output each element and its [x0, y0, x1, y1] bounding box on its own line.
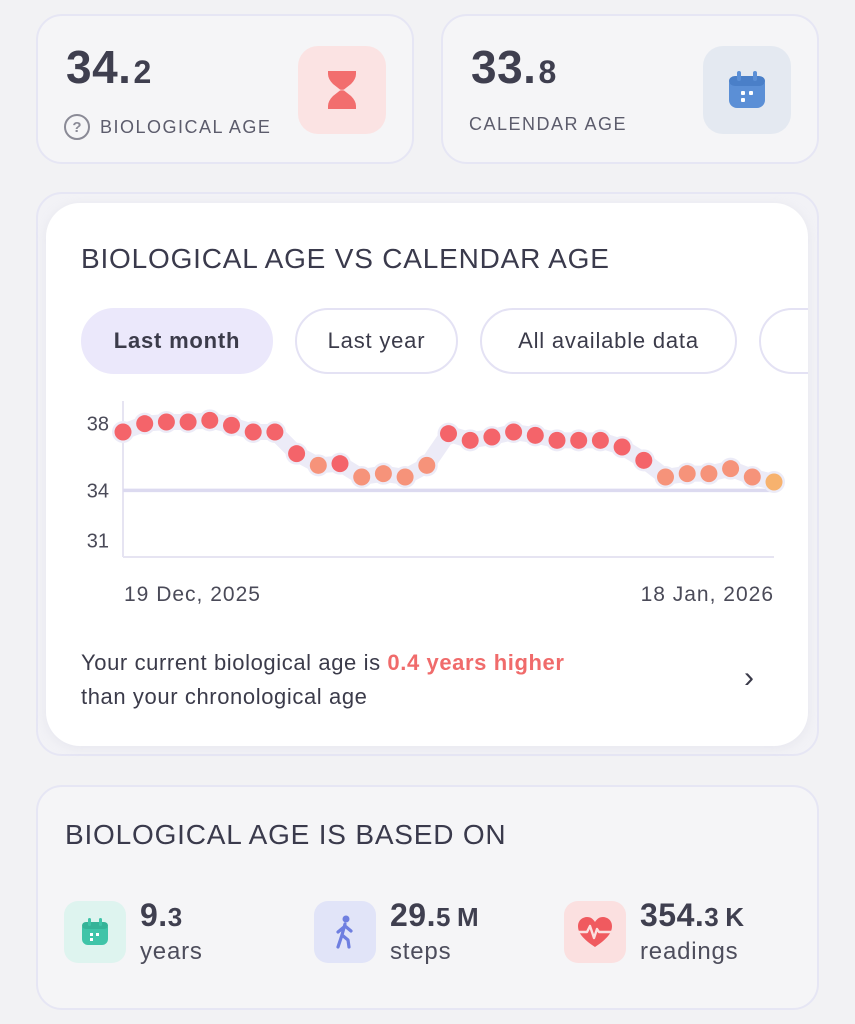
data-point: [201, 411, 219, 429]
readings-label: readings: [640, 938, 739, 965]
metric-steps: 29.5 M steps: [314, 897, 479, 966]
data-point: [591, 431, 609, 449]
data-point: [461, 431, 479, 449]
steps-value: 29.5 M: [390, 897, 480, 933]
based-on-title: BIOLOGICAL AGE IS BASED ON: [65, 819, 507, 850]
data-point: [722, 460, 740, 478]
y-tick-label: 31: [87, 530, 109, 552]
filter-all-data[interactable]: All available data: [480, 308, 737, 374]
filter-more[interactable]: [759, 308, 808, 374]
filter-last-year[interactable]: Last year: [295, 308, 458, 374]
data-point: [331, 455, 349, 473]
data-point: [418, 456, 436, 474]
metric-years: 9.3 years: [64, 897, 203, 966]
y-tick-label: 34: [87, 480, 109, 502]
age-summary-text[interactable]: Your current biological age is 0.4 years…: [81, 650, 565, 709]
data-point: [526, 426, 544, 444]
calendar-icon: [64, 901, 126, 963]
steps-label: steps: [390, 938, 452, 965]
metric-readings: 354.3 K readings: [564, 897, 745, 966]
data-point: [440, 425, 457, 443]
calendar-age-card[interactable]: 33.8 CALENDAR AGE: [441, 14, 819, 164]
data-point: [179, 413, 197, 431]
data-point: [157, 413, 175, 431]
y-tick-label: 38: [87, 414, 109, 436]
data-point: [657, 468, 674, 486]
data-point: [396, 468, 414, 486]
age-difference-highlight: 0.4 years higher: [387, 650, 565, 675]
calendar-age-label-row: CALENDAR AGE: [469, 114, 627, 135]
data-point: [309, 456, 327, 474]
data-point: [353, 468, 371, 486]
data-point: [223, 416, 240, 434]
biological-age-card[interactable]: 34.2 ? BIOLOGICAL AGE: [36, 14, 414, 164]
years-value: 9.3: [140, 897, 183, 933]
calendar-age-value: 33.8: [471, 41, 557, 93]
data-point: [635, 451, 653, 469]
based-on-card: BIOLOGICAL AGE IS BASED ON 9.3 years: [36, 785, 819, 1010]
data-point: [374, 465, 392, 483]
filter-last-month[interactable]: Last month: [81, 308, 273, 374]
data-point: [570, 431, 588, 449]
data-point: [678, 465, 696, 483]
data-point: [743, 468, 761, 486]
chart-title: BIOLOGICAL AGE VS CALENDAR AGE: [81, 243, 610, 274]
biological-age-label: BIOLOGICAL AGE: [100, 116, 272, 137]
data-point: [613, 438, 631, 456]
calendar-icon: [703, 46, 791, 134]
data-point: [548, 431, 566, 449]
data-point: [136, 415, 154, 433]
calendar-age-label: CALENDAR AGE: [469, 114, 628, 134]
data-point: [483, 428, 501, 446]
data-point: [266, 423, 284, 441]
data-point: [288, 445, 306, 463]
biological-age-label-row: ? BIOLOGICAL AGE: [64, 114, 271, 140]
data-point: [505, 423, 523, 441]
bio-vs-calendar-chart-card: BIOLOGICAL AGE VS CALENDAR AGE Last mont…: [46, 203, 808, 746]
help-icon[interactable]: ?: [64, 114, 90, 140]
hourglass-icon: [298, 46, 386, 134]
chevron-right-icon[interactable]: ›: [744, 661, 754, 694]
walking-person-icon: [314, 901, 376, 963]
x-axis-end-label: 18 Jan, 2026: [640, 583, 774, 606]
data-point: [700, 465, 718, 483]
readings-value: 354.3 K: [640, 897, 745, 933]
chart-plot: 38 34 31: [87, 401, 785, 558]
data-point: [114, 423, 132, 441]
x-axis-start-label: 19 Dec, 2025: [124, 583, 261, 606]
data-point: [244, 423, 262, 441]
years-label: years: [140, 938, 203, 965]
data-point: [765, 473, 783, 491]
biological-age-value: 34.2: [66, 41, 152, 93]
heart-rate-icon: [564, 901, 626, 963]
